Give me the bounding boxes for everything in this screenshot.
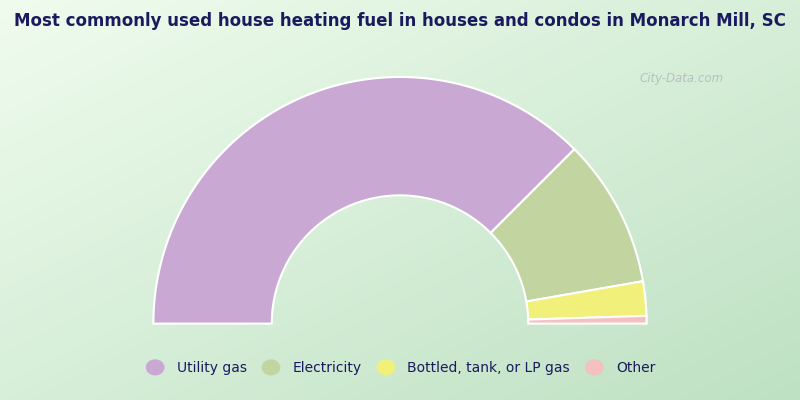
Text: Most commonly used house heating fuel in houses and condos in Monarch Mill, SC: Most commonly used house heating fuel in… bbox=[14, 12, 786, 30]
Text: City-Data.com: City-Data.com bbox=[640, 72, 724, 85]
Polygon shape bbox=[490, 149, 643, 302]
Polygon shape bbox=[154, 77, 574, 324]
Polygon shape bbox=[526, 281, 646, 320]
Polygon shape bbox=[528, 316, 646, 324]
Legend: Utility gas, Electricity, Bottled, tank, or LP gas, Other: Utility gas, Electricity, Bottled, tank,… bbox=[139, 356, 661, 381]
